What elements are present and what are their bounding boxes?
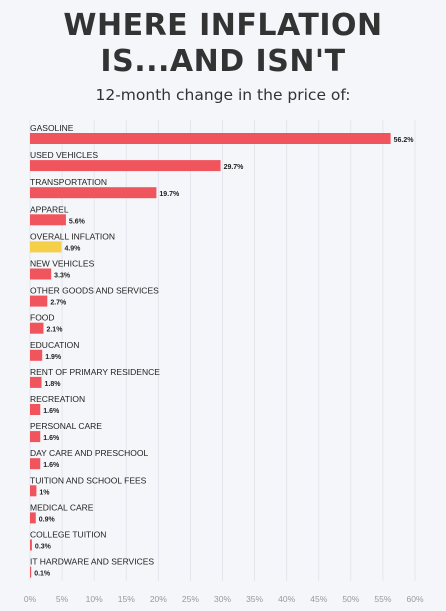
- x-tick-label: 40%: [278, 594, 295, 604]
- category-label: RENT OF PRIMARY RESIDENCE: [30, 367, 160, 377]
- chart-subtitle: 12-month change in the price of:: [95, 86, 351, 104]
- x-tick-label: 5%: [56, 594, 69, 604]
- data-label: 1.6%: [43, 435, 60, 442]
- data-label: 1.9%: [45, 354, 62, 361]
- data-label: 56.2%: [394, 137, 415, 144]
- bar: [30, 376, 42, 388]
- data-label: 3.3%: [54, 273, 71, 280]
- x-tick-label: 10%: [86, 594, 103, 604]
- data-label: 2.1%: [46, 327, 63, 334]
- category-label: IT HARDWARE AND SERVICES: [30, 557, 154, 567]
- bar: [30, 431, 41, 443]
- bar: [30, 349, 43, 361]
- x-tick-label: 0%: [24, 594, 37, 604]
- data-label: 1%: [39, 489, 50, 496]
- category-label: OTHER GOODS AND SERVICES: [30, 286, 159, 296]
- category-label: EDUCATION: [30, 340, 79, 350]
- bar: [30, 566, 32, 578]
- category-label: OVERALL INFLATION: [30, 231, 115, 241]
- bar: [30, 268, 52, 280]
- chart-title-line-1: WHERE INFLATION: [63, 8, 383, 43]
- bar: [30, 404, 41, 415]
- bar: [30, 187, 157, 199]
- x-tick-label: 50%: [342, 594, 359, 604]
- data-label: 1.6%: [43, 462, 60, 469]
- category-label: RECREATION: [30, 394, 85, 404]
- bar: [30, 458, 41, 470]
- bar: [30, 214, 66, 226]
- data-label: 0.3%: [35, 544, 52, 551]
- bar: [30, 322, 44, 334]
- category-label: NEW VEHICLES: [30, 259, 95, 269]
- x-tick-label: 55%: [374, 594, 391, 604]
- category-label: MEDICAL CARE: [30, 502, 94, 512]
- category-label: USED VEHICLES: [30, 150, 98, 160]
- data-label: 1.6%: [43, 408, 60, 415]
- category-label: APPAREL: [30, 204, 69, 214]
- data-label: 2.7%: [50, 300, 67, 307]
- data-label: 19.7%: [159, 191, 180, 198]
- category-label: TUITION AND SCHOOL FEES: [30, 475, 147, 485]
- data-label: 29.7%: [224, 164, 245, 171]
- data-label: 4.9%: [64, 245, 81, 252]
- bar: [30, 512, 36, 524]
- x-tick-label: 35%: [246, 594, 263, 604]
- x-tick-label: 20%: [150, 594, 167, 604]
- chart-title-line-2: IS...AND ISN'T: [100, 44, 346, 79]
- category-label: TRANSPORTATION: [30, 177, 107, 187]
- data-label: 5.6%: [69, 218, 86, 225]
- bar: [30, 485, 37, 497]
- data-label: 0.1%: [34, 571, 51, 578]
- bar: [30, 133, 391, 144]
- x-tick-label: 25%: [182, 594, 199, 604]
- category-label: PERSONAL CARE: [30, 421, 102, 431]
- chart-title: WHERE INFLATION IS...AND ISN'T: [0, 8, 446, 80]
- category-label: COLLEGE TUITION: [30, 530, 106, 540]
- bar: [30, 160, 221, 172]
- x-tick-label: 60%: [406, 594, 423, 604]
- category-label: DAY CARE AND PRESCHOOL: [30, 448, 149, 458]
- data-label: 0.9%: [39, 516, 56, 523]
- x-tick-label: 45%: [310, 594, 327, 604]
- bar: [30, 539, 32, 551]
- x-tick-label: 15%: [118, 594, 135, 604]
- category-label: FOOD: [30, 313, 55, 323]
- bar: [30, 241, 62, 253]
- category-label: GASOLINE: [30, 123, 74, 133]
- x-tick-label: 30%: [214, 594, 231, 604]
- bar: [30, 295, 48, 307]
- data-label: 1.8%: [45, 381, 62, 388]
